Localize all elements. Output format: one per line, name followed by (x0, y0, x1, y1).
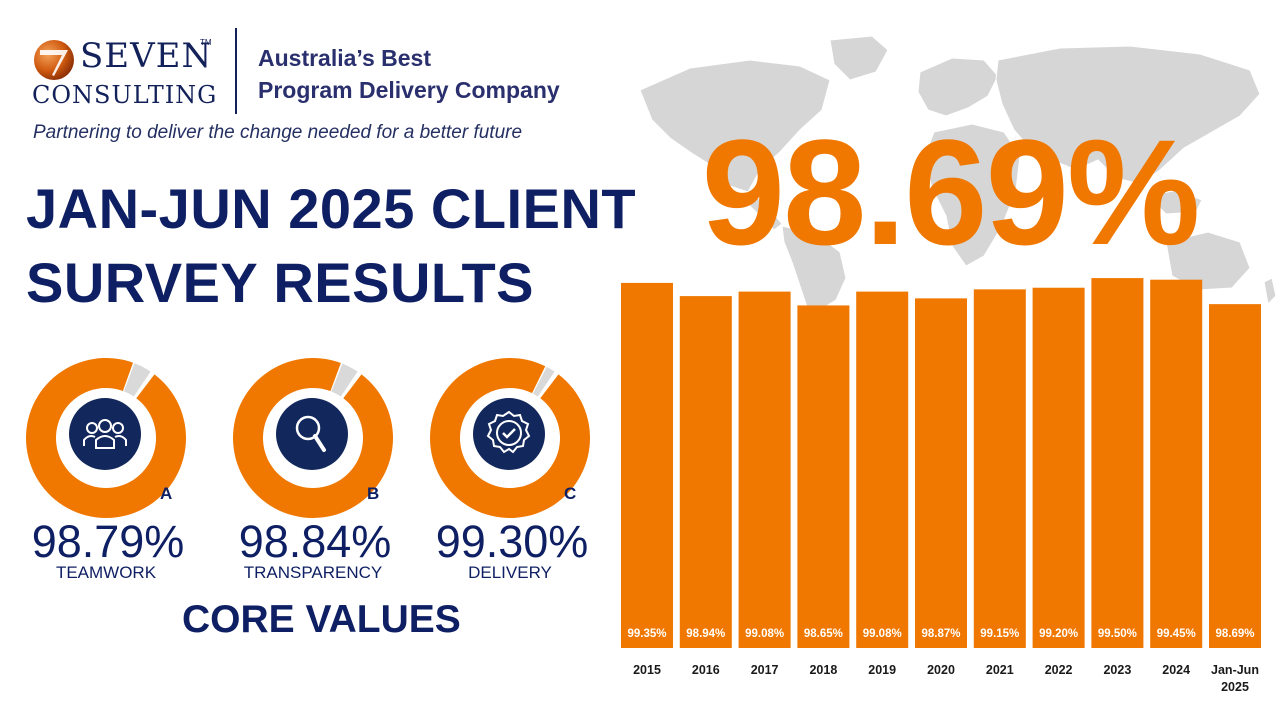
badge-check-icon (486, 410, 531, 454)
core-value-score: 99.30% (435, 516, 589, 567)
core-value-letter: C (564, 484, 577, 503)
bar-1 (679, 296, 732, 648)
bar-0 (621, 282, 673, 648)
logo-wordmark-consulting: CONSULTING (32, 81, 218, 109)
x-tick-label: 2017 (751, 663, 779, 677)
bar-value-label: 98.94% (686, 628, 725, 640)
core-value-label: TRANSPARENCY (243, 563, 383, 582)
bar-value-label: 98.69% (1215, 628, 1254, 640)
icon-disc (69, 398, 141, 470)
bar-value-label: 98.87% (921, 628, 960, 640)
page-title-line-1: JAN-JUN 2025 CLIENT (26, 177, 637, 240)
bar-3 (797, 305, 850, 648)
bar-6 (973, 289, 1026, 648)
bar-10 (1209, 304, 1261, 648)
bar-7 (1032, 287, 1085, 648)
logo-wordmark-seven: SEVEN (80, 36, 213, 76)
bar-value-label: 99.20% (1039, 628, 1078, 640)
core-value-card-delivery: C 99.30% DELIVERY (430, 358, 600, 588)
core-value-letter: A (160, 484, 173, 503)
donut-track (123, 363, 151, 397)
teamwork-icon (83, 419, 127, 449)
bar-value-label: 99.50% (1098, 628, 1137, 640)
tagline-line-2: Program Delivery Company (258, 77, 560, 103)
core-value-score: 98.79% (31, 516, 185, 567)
donut-chart (430, 358, 590, 518)
x-tick-label: 2016 (692, 663, 720, 677)
x-tick-label: Jan-Jun (1211, 663, 1259, 677)
header-divider (235, 28, 237, 114)
core-value-score: 98.84% (238, 516, 392, 567)
x-tick-label: 2015 (633, 663, 661, 677)
world-map-background (639, 35, 1277, 310)
tagline-line-1: Australia’s Best (258, 45, 431, 71)
seven-logo-icon (34, 40, 74, 80)
x-tick-label: 2020 (927, 663, 955, 677)
bar-value-label: 99.08% (863, 628, 902, 640)
bar-value-label: 99.45% (1157, 628, 1196, 640)
magnifier-icon (295, 415, 326, 452)
trademark-mark: TM (200, 38, 212, 47)
bar-8 (1091, 278, 1144, 648)
donut-chart (26, 358, 186, 518)
bar-2 (738, 291, 791, 648)
bar-5 (915, 298, 967, 648)
bar-value-label: 99.15% (980, 628, 1019, 640)
core-values-heading: CORE VALUES (182, 598, 461, 641)
donut-arc (26, 358, 186, 518)
icon-disc (276, 398, 348, 470)
donut-chart (233, 358, 393, 518)
core-value-label: TEAMWORK (55, 563, 157, 582)
x-tick-label: 2019 (868, 663, 896, 677)
core-value-card-transparency: B 98.84% TRANSPARENCY (233, 358, 403, 588)
donut-track (331, 363, 358, 397)
core-value-letter: B (367, 484, 380, 503)
bar-9 (1150, 279, 1203, 648)
core-value-card-teamwork: A 98.79% TEAMWORK (26, 358, 196, 588)
x-tick-label: 2021 (986, 663, 1014, 677)
core-value-label: DELIVERY (468, 563, 552, 582)
donut-arc (430, 358, 590, 518)
x-tick-label: 2023 (1103, 663, 1131, 677)
donut-track (532, 366, 555, 397)
x-tick-label: 2025 (1221, 680, 1249, 694)
page-title-line-2: SURVEY RESULTS (26, 251, 535, 314)
donut-arc (233, 358, 393, 518)
icon-disc (473, 398, 545, 470)
x-tick-label: 2022 (1045, 663, 1073, 677)
bar-value-label: 98.65% (804, 628, 843, 640)
bar-value-label: 99.35% (627, 628, 666, 640)
bar-4 (856, 291, 909, 648)
bar-value-label: 99.08% (745, 628, 784, 640)
x-tick-label: 2024 (1162, 663, 1190, 677)
headline-score: 98.69% (701, 108, 1201, 276)
company-subtitle: Partnering to deliver the change needed … (33, 122, 523, 143)
x-tick-label: 2018 (809, 663, 837, 677)
